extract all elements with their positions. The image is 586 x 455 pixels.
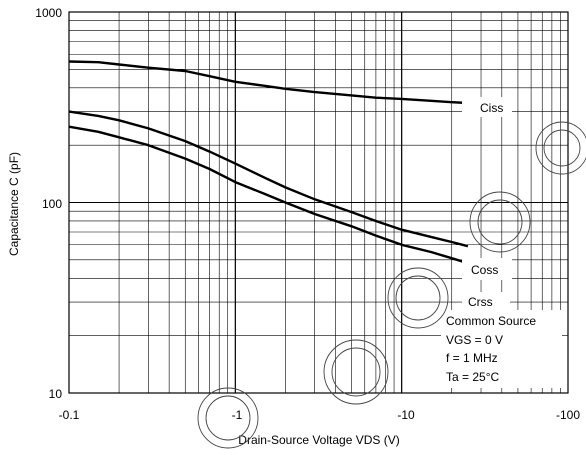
- condition-line: Ta = 25°C: [446, 370, 499, 384]
- condition-line: f = 1 MHz: [446, 351, 498, 365]
- series-line-ciss: [68, 60, 468, 105]
- condition-line: VGS = 0 V: [446, 333, 503, 347]
- series-label-coss: Coss: [471, 263, 498, 277]
- series-label-crss: Crss: [468, 295, 493, 309]
- series-line-crss: [68, 125, 469, 265]
- ciss-label-bg: [462, 97, 512, 117]
- x-tick-labels: -0.1 -1 -10 -100: [59, 408, 581, 422]
- y-axis-label: Capacitance C (pF): [7, 152, 21, 256]
- y-tick-label: 1000: [35, 6, 62, 20]
- series-line-coss: [68, 110, 469, 248]
- curves: [68, 60, 469, 265]
- coss-label-bg: [462, 258, 512, 280]
- y-tick-label: 10: [49, 387, 63, 401]
- plot-frame: [68, 11, 569, 394]
- condition-line: Common Source: [446, 314, 536, 328]
- x-tick-label: -10: [397, 408, 415, 422]
- y-tick-labels: 1000 100 10: [35, 6, 62, 401]
- y-tick-label: 100: [42, 197, 62, 211]
- x-tick-label: -0.1: [59, 408, 80, 422]
- x-axis-label: Drain-Source Voltage VDS (V): [238, 433, 399, 447]
- crss-label-bg: [462, 292, 510, 312]
- watermark: [197, 121, 586, 449]
- conditions-bg: [441, 310, 562, 388]
- x-tick-label: -100: [556, 408, 580, 422]
- series-label-ciss: Ciss: [480, 101, 503, 115]
- x-tick-label: -1: [232, 408, 243, 422]
